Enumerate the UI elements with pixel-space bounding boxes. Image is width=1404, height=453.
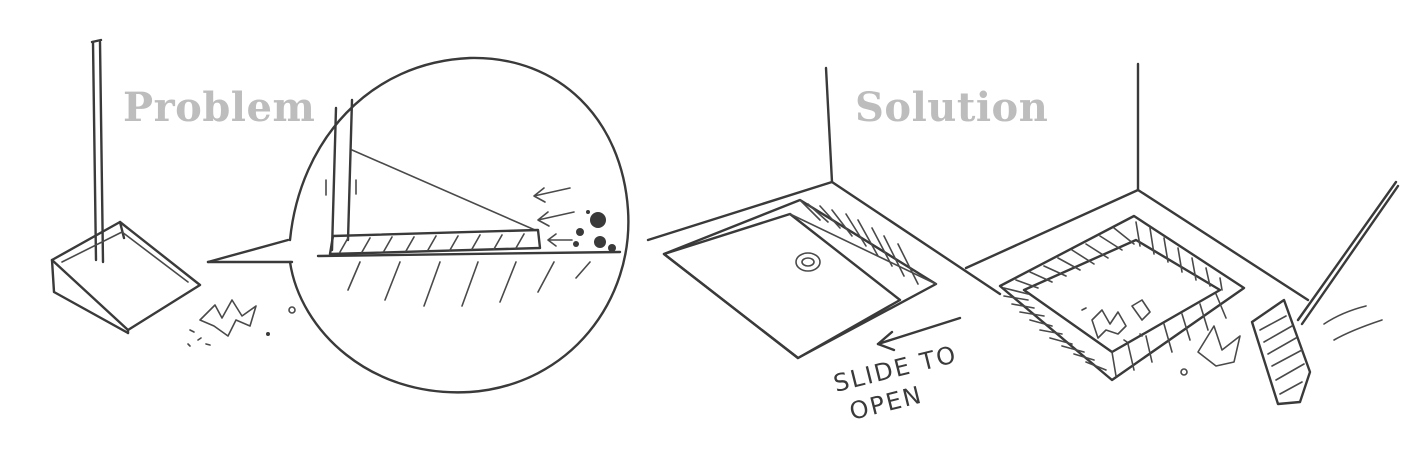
debris-pile-left xyxy=(187,299,296,347)
floor-trap-open xyxy=(964,62,1400,406)
floor-trap-closed: SLIDE TO OPEN xyxy=(646,66,1002,426)
zoom-bubble xyxy=(206,56,630,394)
solution-heading: Solution xyxy=(855,84,1049,131)
dustpan-illustration xyxy=(50,38,202,335)
problem-heading: Problem xyxy=(123,84,316,131)
